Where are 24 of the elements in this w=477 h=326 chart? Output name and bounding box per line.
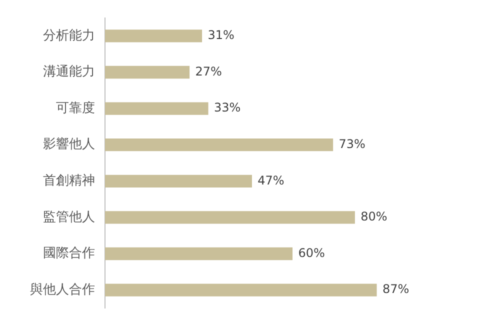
bar (105, 102, 208, 115)
data-label: 87% (382, 282, 410, 296)
bar (105, 211, 355, 224)
y-tick-label: 與他人合作 (30, 282, 95, 298)
y-tick-label: 分析能力 (43, 28, 95, 44)
y-tick-label: 監管他人 (43, 210, 95, 225)
data-label: 33% (214, 100, 241, 115)
data-label: 27% (195, 64, 222, 78)
data-label: 31% (208, 28, 234, 42)
bar (105, 247, 293, 260)
y-tick-label: 首創精神 (43, 174, 95, 189)
y-tick-label: 影響他人 (43, 137, 95, 152)
data-label: 80% (360, 210, 388, 224)
bar (105, 66, 190, 79)
data-label: 60% (298, 246, 325, 260)
bar (105, 138, 334, 152)
data-label: 73% (338, 136, 366, 151)
y-tick-label: 溝通能力 (43, 64, 95, 80)
bar (105, 30, 202, 42)
y-tick-label: 國際合作 (43, 246, 95, 262)
bar (105, 284, 377, 296)
y-tick-label: 可靠度 (56, 100, 95, 116)
bar (105, 174, 252, 188)
data-label: 47% (258, 173, 284, 188)
